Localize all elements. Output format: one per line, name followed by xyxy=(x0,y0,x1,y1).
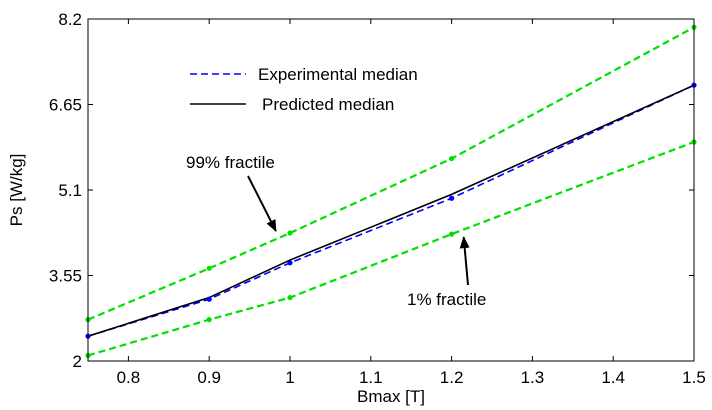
annotation-99-fractile: 99% fractile xyxy=(186,153,275,172)
annotations: 99% fractile 1% fractile xyxy=(186,153,486,309)
data-point-0-1 xyxy=(206,296,212,302)
ticks-layer: 0.8 0.9 1 1.1 1.2 1.3 1.4 1.5 2 3.55 5.1 6.65 8.2 xyxy=(49,10,706,387)
y-tick-label-2: 5.1 xyxy=(58,181,82,200)
series-line-0 xyxy=(87,84,695,337)
y-tick-label-0: 2 xyxy=(73,352,82,371)
data-point-2-2 xyxy=(287,230,293,236)
x-tick-label-3: 1.1 xyxy=(359,368,383,387)
x-tick-label-7: 1.5 xyxy=(682,368,706,387)
data-point-3-3 xyxy=(449,231,455,237)
data-point-0-3 xyxy=(449,195,455,201)
y-tick-label-1: 3.55 xyxy=(49,267,82,286)
data-point-0-2 xyxy=(287,260,293,266)
y-axis-title: Ps [W/kg] xyxy=(7,154,26,227)
y-tick-label-4: 8.2 xyxy=(58,10,82,29)
series-layer xyxy=(85,24,697,359)
x-tick-label-4: 1.2 xyxy=(440,368,464,387)
series-line-2 xyxy=(87,26,695,321)
legend: Experimental median Predicted median xyxy=(190,65,418,114)
legend-label-experimental: Experimental median xyxy=(258,65,418,84)
legend-label-predicted: Predicted median xyxy=(262,95,394,114)
annotation-arrow-1-fractile xyxy=(459,236,470,286)
x-tick-label-0: 0.8 xyxy=(117,368,141,387)
x-tick-label-1: 0.9 xyxy=(197,368,221,387)
data-point-3-1 xyxy=(206,317,212,323)
series-line-3 xyxy=(87,140,695,357)
x-tick-label-2: 1 xyxy=(285,368,294,387)
data-point-2-1 xyxy=(206,265,212,271)
series-line-1 xyxy=(87,84,695,337)
x-tick-label-6: 1.4 xyxy=(601,368,625,387)
data-point-3-2 xyxy=(287,294,293,301)
annotation-arrow-99-fractile xyxy=(247,175,277,232)
data-point-2-3 xyxy=(449,155,455,162)
y-tick-label-3: 6.65 xyxy=(49,96,82,115)
x-tick-label-5: 1.3 xyxy=(521,368,545,387)
annotation-1-fractile: 1% fractile xyxy=(407,290,486,309)
x-axis-title: Bmax [T] xyxy=(357,387,425,406)
